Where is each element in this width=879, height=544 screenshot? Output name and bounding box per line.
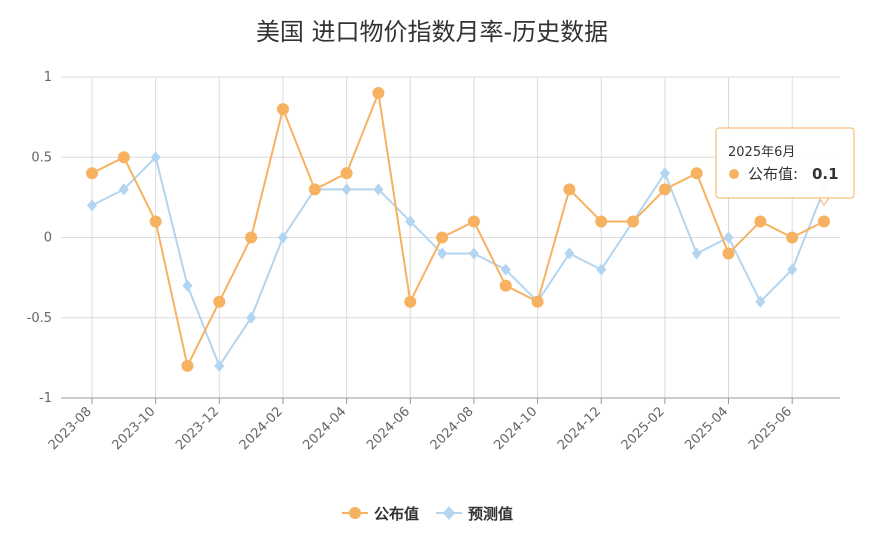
point-published[interactable]	[499, 279, 512, 292]
point-forecast[interactable]	[277, 231, 288, 244]
point-forecast[interactable]	[405, 215, 416, 228]
series	[86, 87, 830, 372]
point-published[interactable]	[595, 215, 608, 228]
point-published[interactable]	[531, 295, 544, 308]
point-published[interactable]	[467, 215, 480, 228]
tooltip-date: 2025年6月	[728, 145, 795, 160]
point-forecast[interactable]	[437, 247, 448, 260]
legend-item-forecast[interactable]: 预测值	[436, 505, 513, 523]
y-tick-label: -0.5	[27, 311, 52, 326]
point-forecast[interactable]	[246, 311, 257, 324]
point-published[interactable]	[436, 231, 449, 244]
point-forecast[interactable]	[659, 167, 670, 180]
line-forecast	[91, 155, 825, 369]
point-published[interactable]	[117, 151, 130, 164]
point-published[interactable]	[181, 359, 194, 372]
point-forecast[interactable]	[691, 247, 702, 260]
tooltip: 2025年6月 公布值: 0.1	[715, 127, 855, 206]
point-published[interactable]	[245, 231, 258, 244]
point-forecast[interactable]	[596, 263, 607, 276]
point-published[interactable]	[404, 295, 417, 308]
point-forecast[interactable]	[373, 183, 384, 196]
x-tick-label: 2023-10	[109, 404, 158, 453]
legend-marker-published	[349, 507, 361, 519]
point-forecast[interactable]	[341, 183, 352, 196]
tooltip-pointer	[818, 197, 830, 206]
y-tick-label: -1	[39, 391, 52, 406]
x-tick-label: 2025-04	[682, 404, 731, 453]
point-published[interactable]	[372, 87, 385, 100]
point-forecast[interactable]	[182, 279, 193, 292]
x-tick-label: 2024-08	[428, 404, 477, 453]
y-tick-label: 1	[44, 70, 52, 85]
point-published[interactable]	[627, 215, 640, 228]
point-forecast[interactable]	[87, 199, 97, 212]
point-forecast[interactable]	[787, 263, 798, 276]
line-published	[91, 89, 825, 369]
point-published[interactable]	[722, 247, 735, 260]
point-forecast[interactable]	[118, 183, 129, 196]
y-tick-label: 0	[44, 231, 52, 246]
series-published	[86, 87, 830, 372]
point-forecast[interactable]	[500, 263, 511, 276]
point-published[interactable]	[149, 215, 162, 228]
legend-item-published[interactable]: 公布值	[342, 505, 419, 523]
point-forecast[interactable]	[564, 247, 575, 260]
x-tick-label: 2025-02	[619, 404, 668, 453]
point-published[interactable]	[86, 167, 98, 180]
point-published[interactable]	[754, 215, 767, 228]
point-forecast[interactable]	[214, 359, 225, 372]
point-published[interactable]	[786, 231, 799, 244]
x-tick-label: 2025-06	[746, 404, 795, 453]
point-published[interactable]	[658, 183, 671, 196]
legend-marker-forecast	[443, 506, 455, 520]
point-published[interactable]	[308, 183, 321, 196]
tooltip-box	[715, 127, 855, 199]
point-forecast[interactable]	[723, 231, 734, 244]
point-published[interactable]	[690, 167, 703, 180]
point-published[interactable]	[818, 215, 830, 228]
tooltip-label: 公布值:	[748, 165, 798, 183]
x-tick-label: 2024-10	[491, 404, 540, 453]
legend-label-published: 公布值	[374, 505, 419, 523]
point-published[interactable]	[276, 103, 289, 116]
x-tick-label: 2024-06	[364, 404, 413, 453]
chart-title: 美国 进口物价指数月率-历史数据	[256, 18, 608, 46]
x-tick-label: 2023-08	[46, 404, 95, 453]
tooltip-marker	[729, 169, 739, 179]
point-published[interactable]	[563, 183, 576, 196]
tooltip-value: 0.1	[812, 165, 839, 183]
point-published[interactable]	[340, 167, 353, 180]
y-tick-label: 0.5	[31, 150, 52, 165]
x-tick-label: 2024-12	[555, 404, 604, 453]
x-tick-label: 2024-04	[300, 404, 349, 453]
x-tick-label: 2024-02	[237, 404, 286, 453]
point-forecast[interactable]	[468, 247, 479, 260]
point-forecast[interactable]	[755, 295, 766, 308]
point-forecast[interactable]	[150, 151, 161, 164]
legend[interactable]: 公布值 预测值	[342, 505, 513, 523]
x-tick-label: 2023-12	[173, 404, 222, 453]
legend-label-forecast: 预测值	[468, 505, 513, 523]
point-published[interactable]	[213, 295, 226, 308]
